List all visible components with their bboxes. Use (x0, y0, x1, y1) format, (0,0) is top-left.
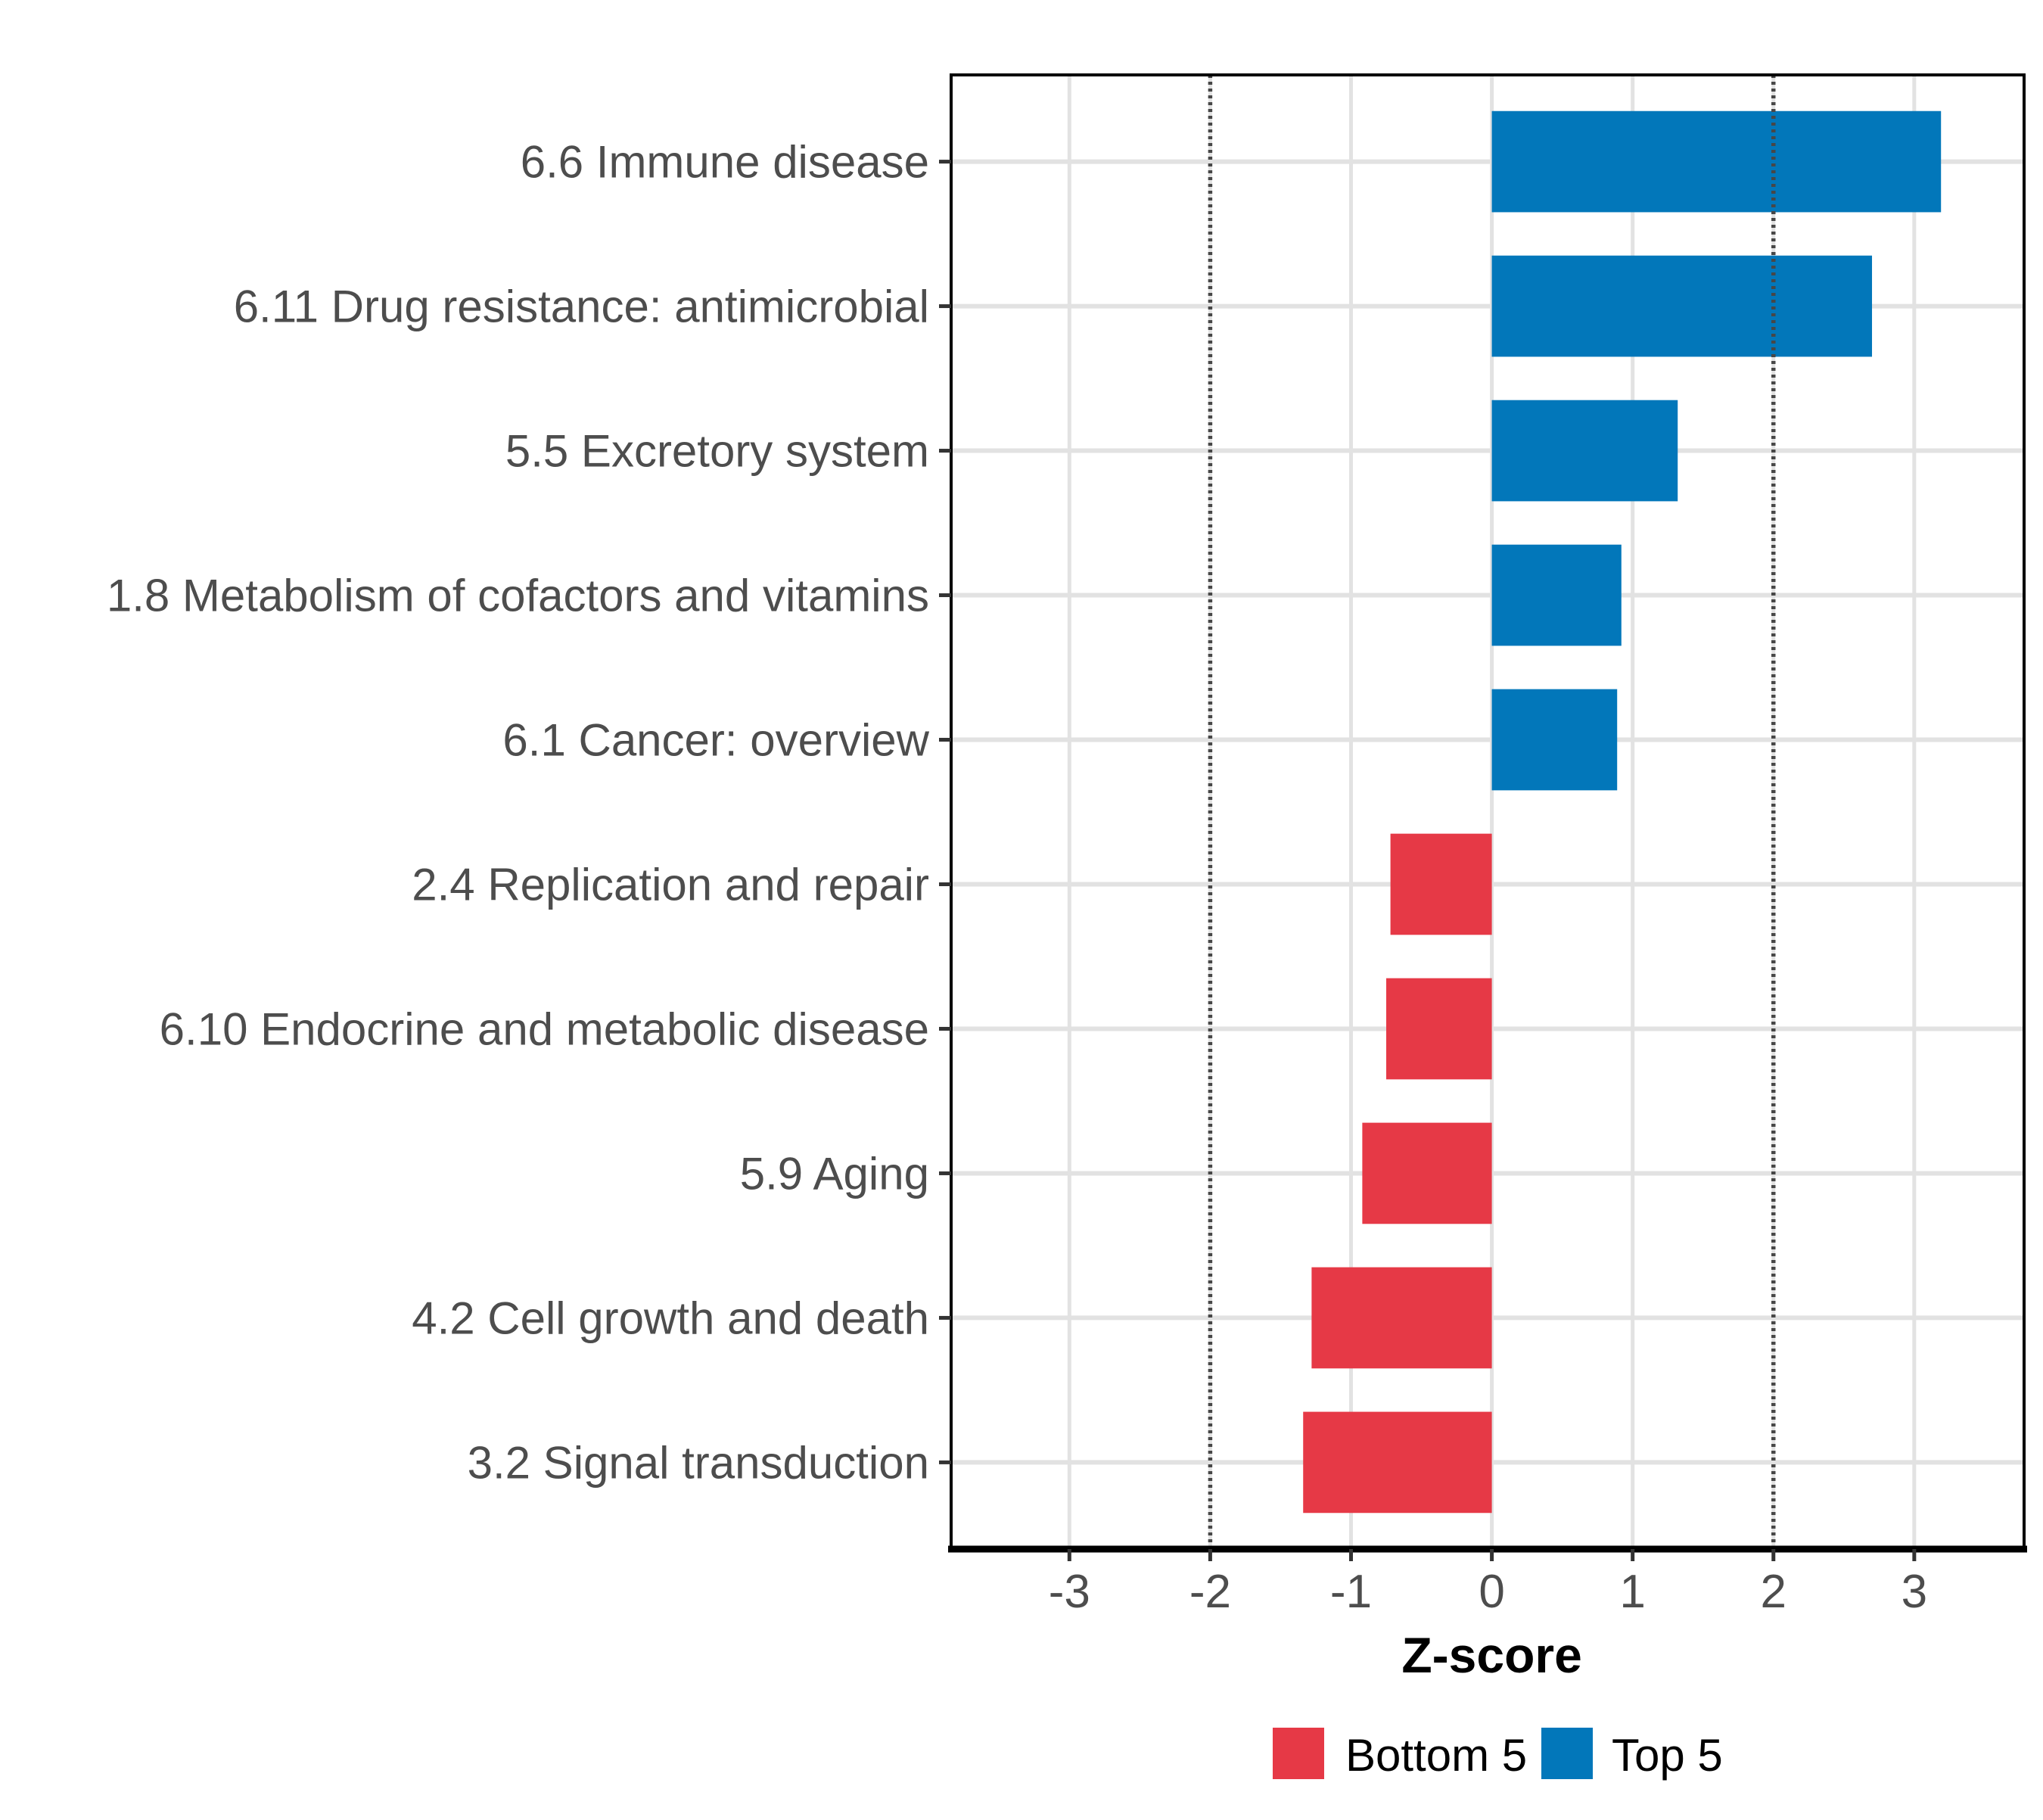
y-axis-category-label: 3.2 Signal transduction (468, 1437, 929, 1488)
bar-top5 (1491, 544, 1622, 646)
bar-bottom5 (1303, 1411, 1492, 1514)
legend-swatch-bottom5 (1273, 1728, 1324, 1779)
bar-top5 (1491, 400, 1678, 502)
x-tick-label: 1 (1619, 1566, 1645, 1618)
y-axis-category-label: 4.2 Cell growth and death (412, 1293, 929, 1343)
bar-bottom5 (1386, 978, 1492, 1080)
y-axis-category-label: 6.6 Immune disease (521, 137, 929, 188)
y-axis-category-label: 6.10 Endocrine and metabolic disease (160, 1003, 929, 1054)
x-tick-label: -2 (1189, 1566, 1231, 1618)
y-axis-category-label: 1.8 Metabolism of cofactors and vitamins (107, 571, 929, 621)
y-axis-category-label: 6.1 Cancer: overview (502, 715, 929, 766)
y-axis-category-label: 6.11 Drug resistance: antimicrobial (234, 282, 929, 332)
y-axis-category-label: 2.4 Replication and repair (412, 859, 929, 910)
x-axis-title: Z-score (1401, 1627, 1581, 1683)
x-tick-label: 0 (1479, 1566, 1504, 1618)
y-axis-category-label: 5.5 Excretory system (505, 426, 929, 477)
y-axis-category-label: 5.9 Aging (740, 1148, 929, 1199)
bar-bottom5 (1390, 833, 1492, 935)
bar-bottom5 (1362, 1122, 1492, 1224)
legend-label: Bottom 5 (1345, 1730, 1527, 1781)
x-tick-label: 2 (1761, 1566, 1786, 1618)
x-tick-label: 3 (1902, 1566, 1927, 1618)
x-tick-label: -1 (1330, 1566, 1372, 1618)
legend-swatch-top5 (1541, 1728, 1593, 1779)
bar-top5 (1491, 255, 1873, 357)
bar-top5 (1491, 689, 1618, 791)
x-tick-label: -3 (1049, 1566, 1090, 1618)
bar-bottom5 (1311, 1267, 1492, 1369)
bar-top5 (1491, 110, 1942, 213)
legend-label: Top 5 (1612, 1730, 1723, 1781)
